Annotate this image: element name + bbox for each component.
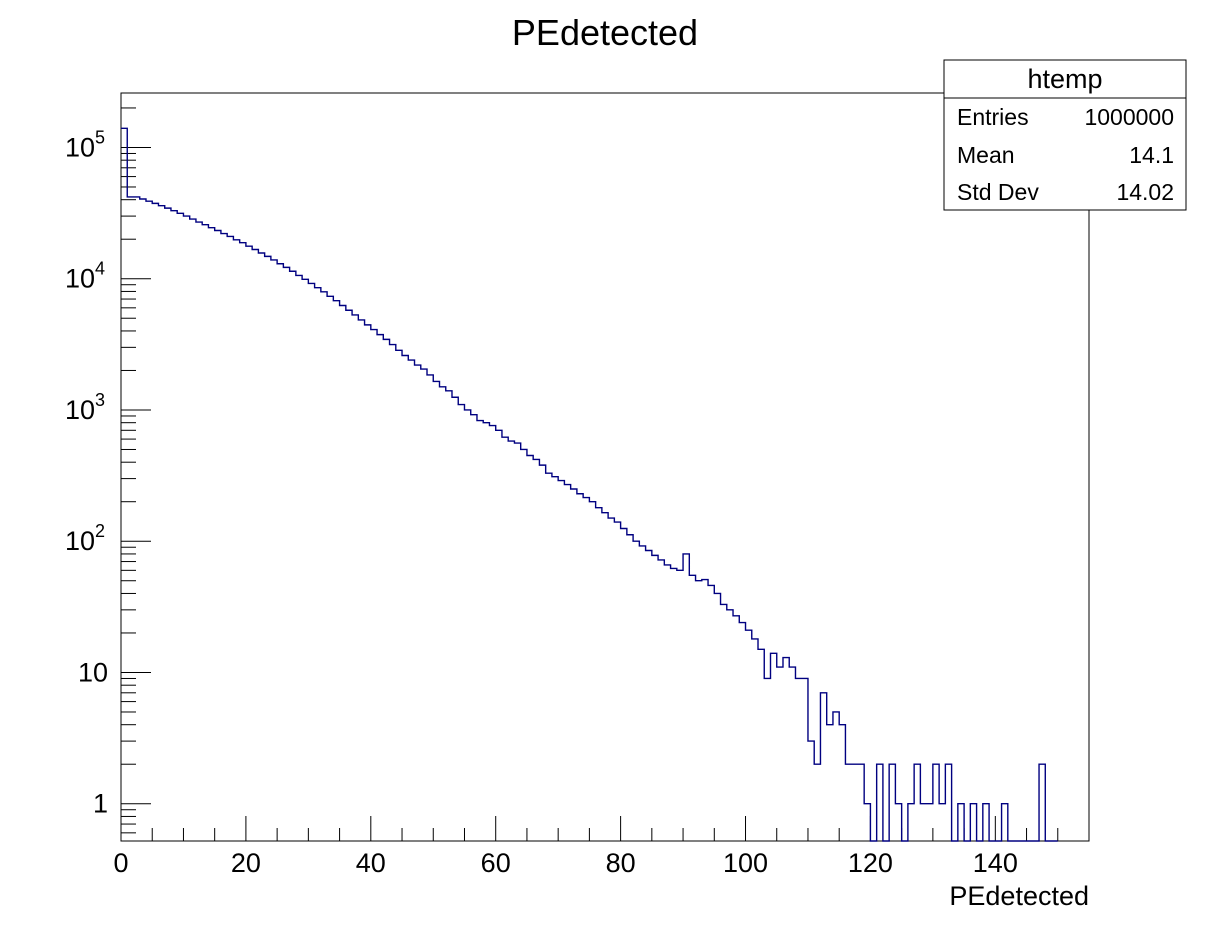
x-tick-label: 120 <box>848 848 893 878</box>
y-tick-label: 10 <box>65 526 95 556</box>
stats-box: htemp Entries 1000000 Mean 14.1 Std Dev … <box>943 59 1187 211</box>
y-tick-exponent: 5 <box>95 127 105 147</box>
x-tick-label: 100 <box>723 848 768 878</box>
x-axis-title: PEdetected <box>949 881 1089 911</box>
x-tick-label: 80 <box>606 848 636 878</box>
x-tick-label: 140 <box>973 848 1018 878</box>
y-tick-exponent: 3 <box>95 390 105 410</box>
x-axis-ticks <box>120 816 1090 841</box>
stats-box-title: htemp <box>1027 64 1102 94</box>
y-tick-label: 10 <box>65 132 95 162</box>
x-axis-labels: 0 20 40 60 80 100 120 140 <box>113 848 1017 878</box>
chart-title: PEdetected <box>512 12 698 53</box>
y-tick-label: 10 <box>65 264 95 294</box>
x-tick-label: 20 <box>231 848 261 878</box>
y-tick-exponent: 4 <box>95 259 105 279</box>
x-tick-label: 60 <box>481 848 511 878</box>
y-tick-exponent: 2 <box>95 521 105 541</box>
x-tick-label: 0 <box>113 848 128 878</box>
stats-box-frame <box>943 59 1187 211</box>
stats-entries-label: Entries <box>957 104 1029 130</box>
x-tick-label: 40 <box>356 848 386 878</box>
stats-mean-label: Mean <box>957 142 1015 168</box>
y-tick-label: 1 <box>93 789 108 819</box>
stats-stddev-label: Std Dev <box>957 179 1039 205</box>
stats-mean-value: 14.1 <box>1129 142 1174 168</box>
stats-entries-value: 1000000 <box>1084 104 1174 130</box>
y-axis-ticks <box>121 107 151 834</box>
plot-frame <box>120 92 1090 842</box>
y-tick-label: 10 <box>78 657 108 687</box>
histogram-line <box>121 127 1058 842</box>
stats-stddev-value: 14.02 <box>1116 179 1174 205</box>
y-tick-label: 10 <box>65 395 95 425</box>
